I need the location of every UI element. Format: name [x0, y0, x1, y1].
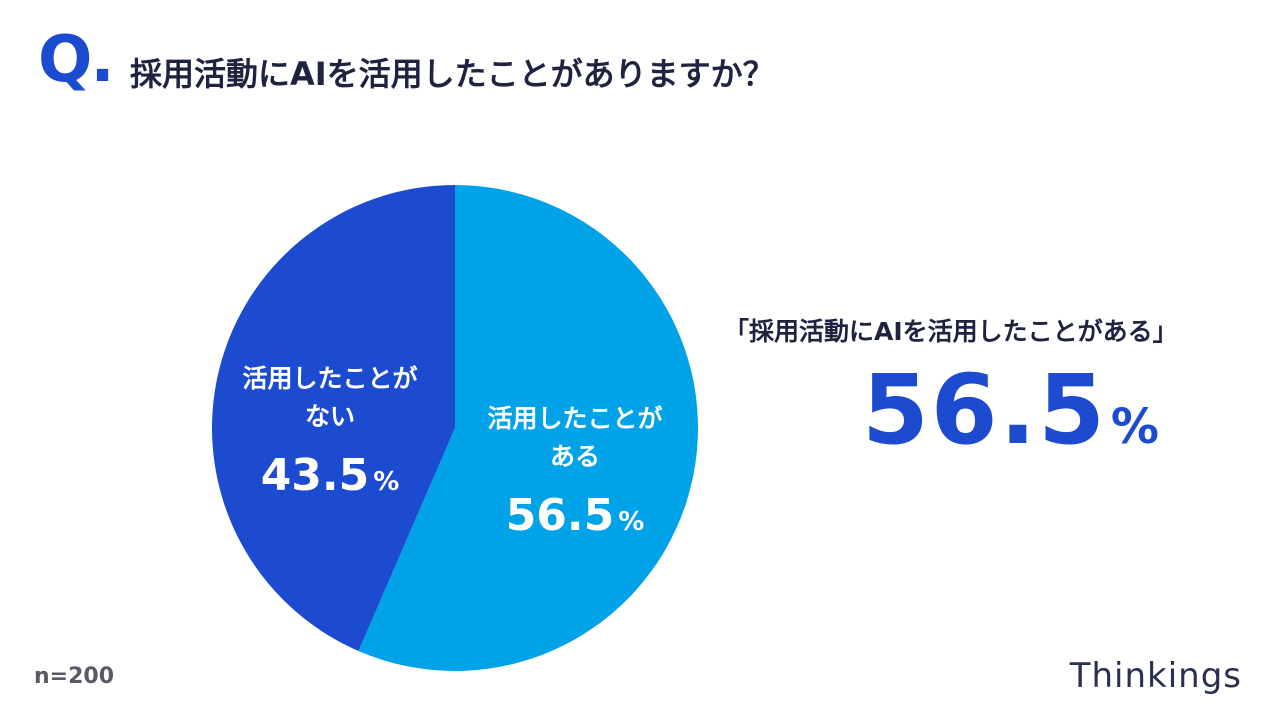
callout-value-number: 56.5	[862, 354, 1107, 466]
slice-yes-value-unit: %	[618, 507, 645, 537]
question-mark-label: Q.	[38, 23, 115, 97]
pie-slice-yes	[358, 185, 698, 671]
sample-size-label: n=200	[34, 664, 115, 689]
callout-value: 56.5%	[862, 362, 1159, 458]
question-title: 採用活動にAIを活用したことがありますか？	[130, 55, 775, 93]
slice-no-value: 43.5%	[220, 454, 440, 498]
callout-label: 「採用活動にAIを活用したことがある」	[724, 317, 1178, 346]
slice-no-value-unit: %	[373, 467, 400, 497]
brand-logo: Thinkings	[1069, 656, 1242, 696]
slice-yes-value: 56.5%	[465, 494, 685, 538]
pie-slice-no	[212, 185, 455, 652]
slice-yes-label-line2: ある	[549, 442, 600, 471]
callout-value-unit: %	[1110, 399, 1159, 455]
slice-yes-label-line1: 活用したことが	[487, 404, 663, 433]
slice-yes-annotation: 活用したことが ある 56.5%	[465, 400, 685, 538]
slice-no-label-line1: 活用したことが	[242, 364, 418, 393]
slice-no-value-number: 43.5	[260, 450, 370, 501]
slice-no-label-line2: ない	[304, 402, 355, 431]
slice-yes-value-number: 56.5	[505, 490, 615, 541]
slice-no-annotation: 活用したことが ない 43.5%	[220, 360, 440, 498]
